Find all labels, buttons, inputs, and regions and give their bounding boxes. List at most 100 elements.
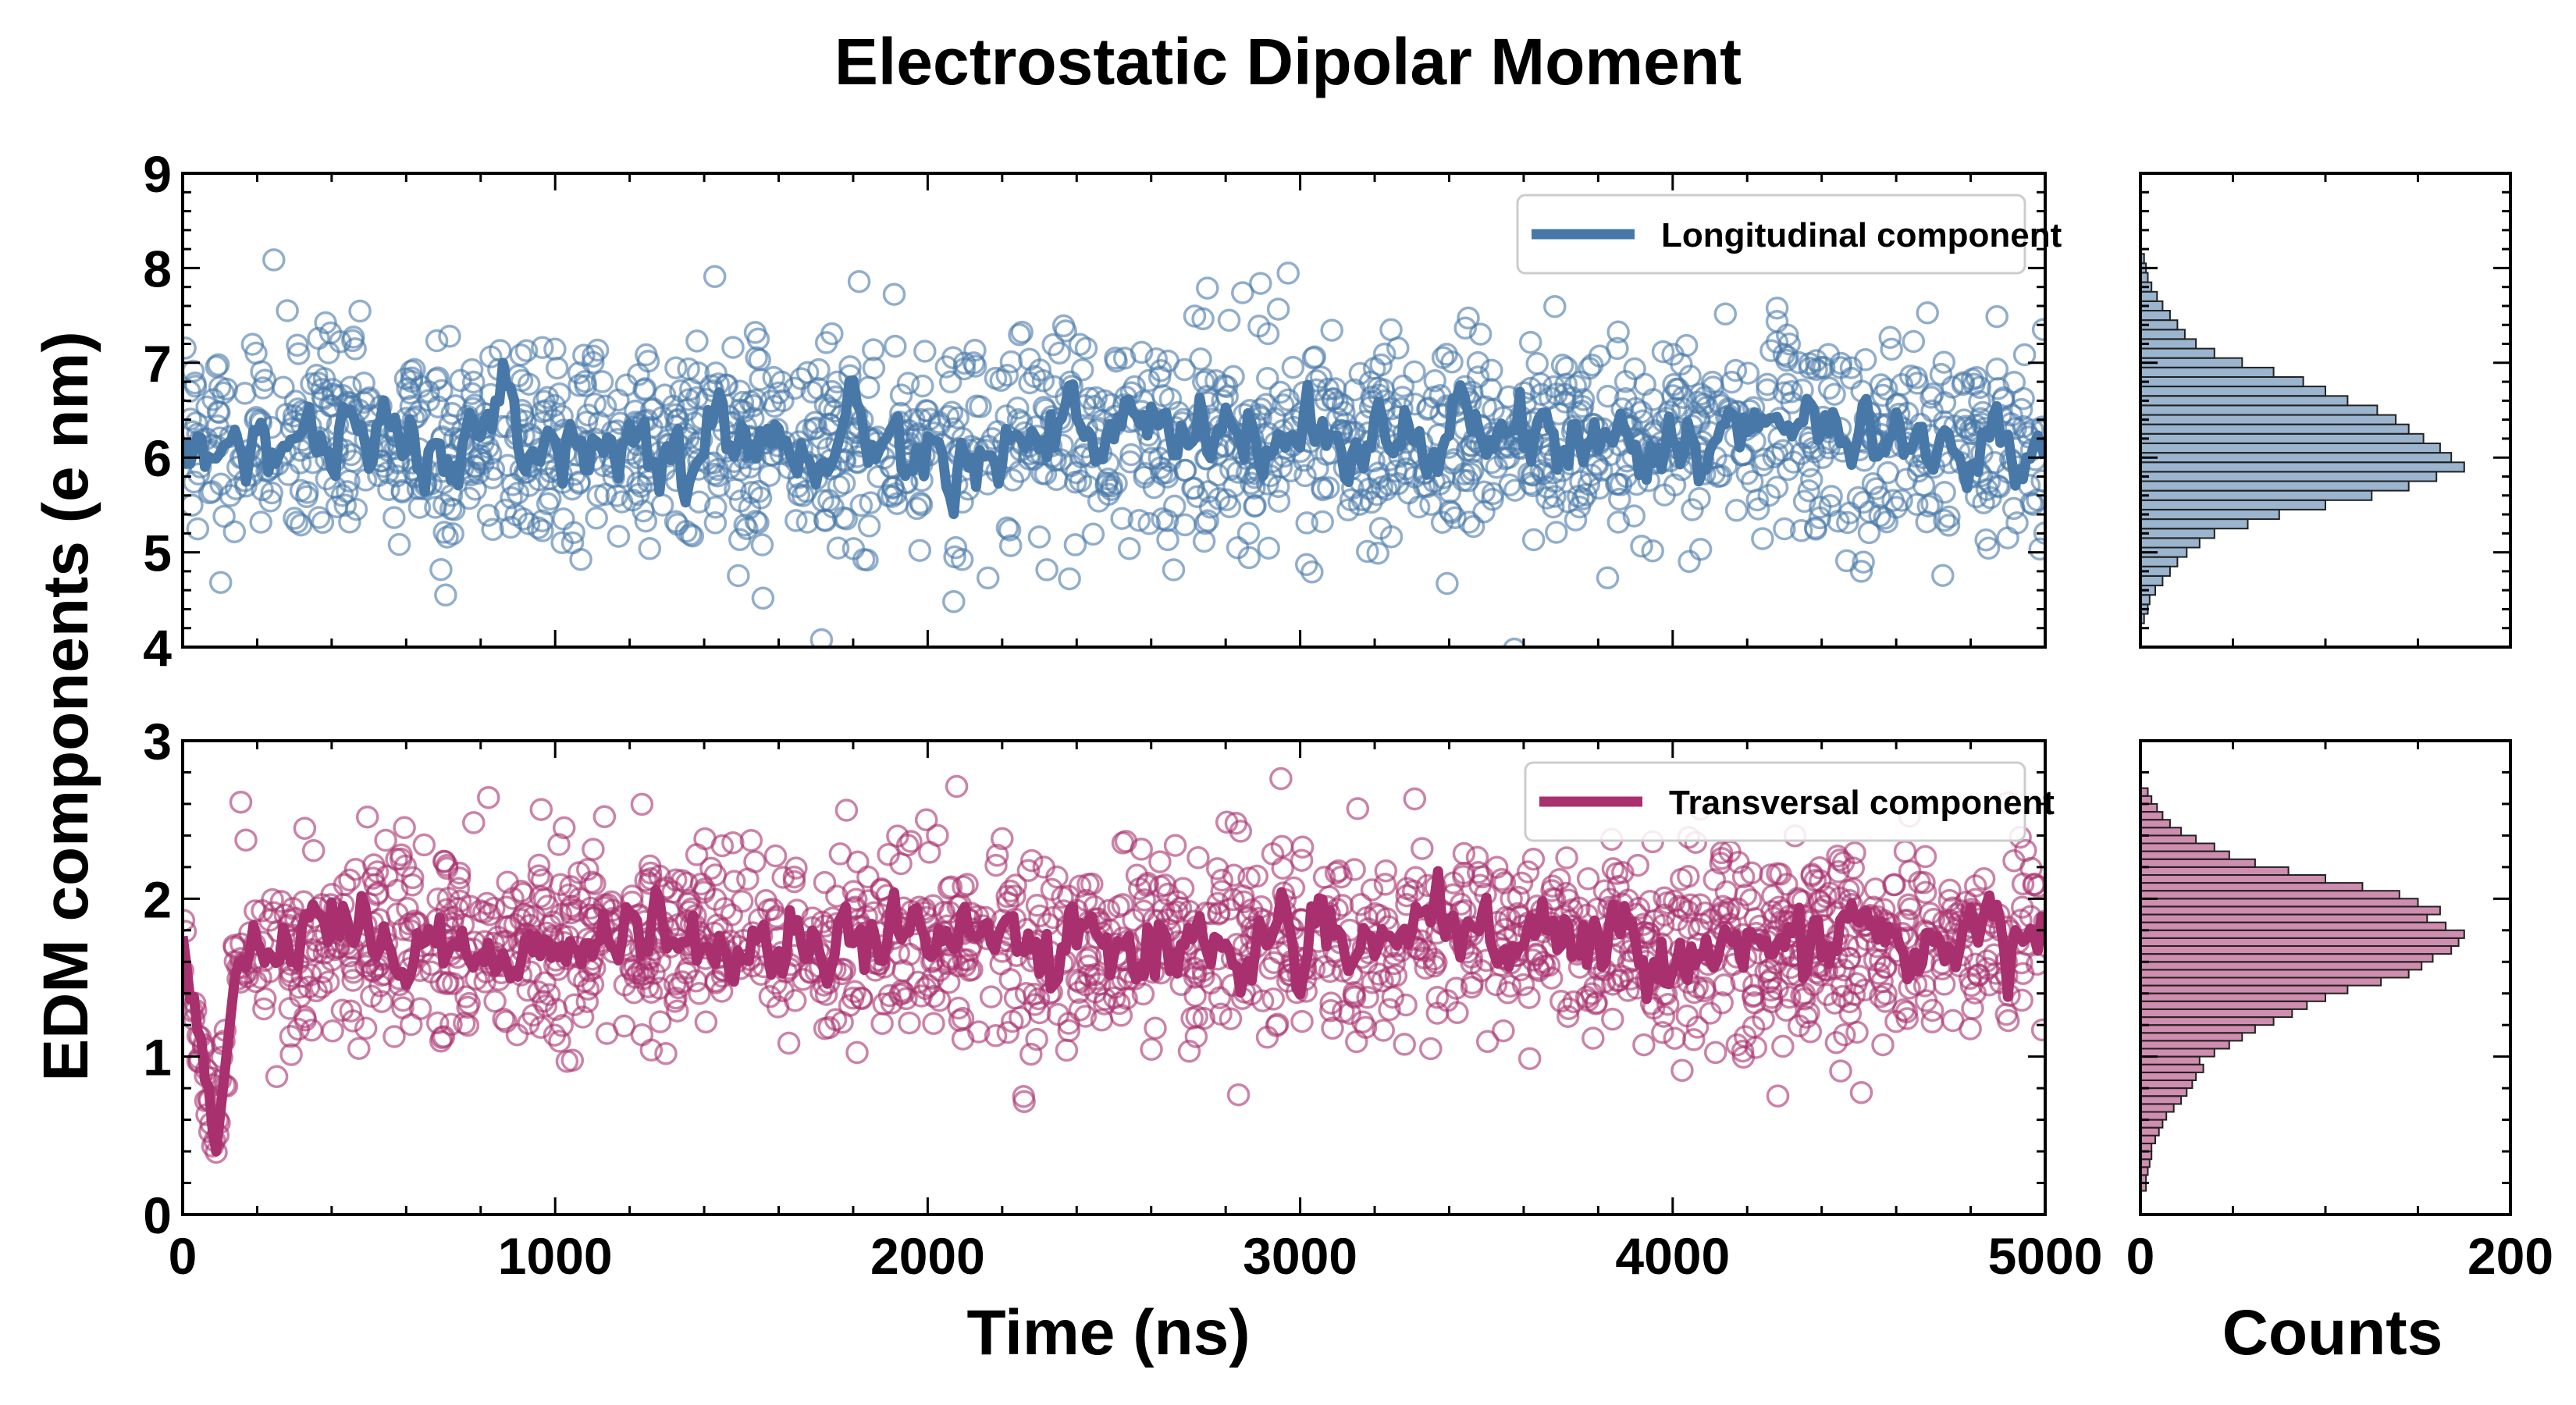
scatter-point bbox=[347, 1037, 371, 1060]
scatter-point bbox=[269, 890, 294, 913]
scatter-point bbox=[1516, 860, 1540, 884]
scatter-point bbox=[1678, 365, 1702, 388]
scatter-point bbox=[1985, 357, 2009, 381]
scatter-point bbox=[447, 866, 471, 890]
histogram-bar bbox=[2140, 528, 2215, 539]
scatter-point bbox=[1678, 550, 1701, 574]
scatter-point bbox=[927, 414, 952, 437]
scatter-point bbox=[336, 480, 359, 503]
scatter-point bbox=[942, 589, 966, 614]
histogram-bar bbox=[2140, 537, 2201, 549]
scatter-point bbox=[1799, 468, 1823, 492]
scatter-point bbox=[183, 493, 204, 517]
scatter-point bbox=[348, 299, 372, 323]
scatter-point bbox=[460, 382, 484, 405]
scatter-point bbox=[1019, 848, 1044, 873]
scatter-point bbox=[1425, 986, 1450, 1009]
scatter-point bbox=[563, 993, 586, 1016]
scatter-point bbox=[1632, 1033, 1656, 1057]
scatter-point bbox=[758, 984, 782, 1008]
scatter-point bbox=[1156, 528, 1179, 552]
scatter-point bbox=[926, 823, 949, 847]
scatter-point bbox=[909, 984, 934, 1008]
scatter-point bbox=[382, 1025, 406, 1048]
scatter-point bbox=[1976, 536, 2001, 560]
scatter-point bbox=[260, 481, 283, 505]
scatter-point bbox=[1765, 310, 1789, 333]
scatter-point bbox=[1975, 949, 1999, 973]
scatter-point bbox=[1158, 387, 1183, 411]
scatter-point bbox=[777, 1031, 801, 1055]
histogram-bar bbox=[2140, 842, 2215, 852]
scatter-point bbox=[809, 628, 834, 647]
scatter-point bbox=[1119, 443, 1143, 467]
scatter-point bbox=[1817, 376, 1841, 400]
histogram-bar bbox=[2140, 1055, 2201, 1065]
scatter-point bbox=[1531, 951, 1555, 974]
transversal-legend: Transversal component bbox=[1524, 761, 2055, 842]
scatter-point bbox=[1290, 848, 1314, 872]
scatter-point bbox=[754, 889, 777, 912]
scatter-point bbox=[1027, 525, 1051, 549]
scatter-point bbox=[1492, 1019, 1515, 1043]
scatter-point bbox=[337, 469, 361, 493]
scatter-point bbox=[1891, 998, 1916, 1022]
scatter-point bbox=[439, 1012, 463, 1037]
scatter-point bbox=[1873, 990, 1897, 1013]
scatter-point bbox=[1080, 872, 1104, 896]
scatter-point bbox=[703, 511, 728, 535]
scatter-point bbox=[1403, 392, 1427, 416]
scatter-point bbox=[1808, 856, 1831, 880]
scatter-point bbox=[913, 340, 937, 363]
scatter-point bbox=[1503, 637, 1526, 647]
scatter-point bbox=[425, 329, 449, 353]
scatter-point bbox=[1880, 337, 1903, 361]
scatter-point bbox=[1517, 986, 1541, 1009]
scatter-point bbox=[707, 474, 731, 498]
scatter-point bbox=[896, 372, 920, 395]
scatter-point bbox=[1249, 272, 1272, 295]
scatter-point bbox=[693, 827, 717, 851]
scatter-point bbox=[943, 545, 966, 569]
scatter-point bbox=[548, 1030, 571, 1053]
scatter-point bbox=[1751, 527, 1774, 550]
scatter-point bbox=[1320, 318, 1343, 342]
scatter-point bbox=[1582, 1026, 1605, 1050]
scatter-point bbox=[543, 337, 567, 361]
scatter-point bbox=[569, 547, 592, 571]
scatter-point bbox=[1440, 350, 1464, 374]
scatter-point bbox=[1624, 397, 1648, 421]
scatter-point bbox=[212, 504, 236, 528]
scatter-point bbox=[398, 381, 422, 405]
transversal-histogram-panel: 0 200 bbox=[2126, 739, 2553, 1285]
scatter-point bbox=[509, 879, 533, 903]
scatter-point bbox=[1545, 521, 1568, 544]
scatter-point bbox=[1269, 767, 1293, 791]
scatter-point bbox=[1345, 1030, 1368, 1054]
scatter-point bbox=[393, 816, 416, 840]
scatter-point bbox=[1622, 504, 1646, 528]
scatter-point bbox=[295, 485, 318, 509]
histogram-bar bbox=[2140, 423, 2410, 435]
scatter-point bbox=[1836, 510, 1859, 535]
scatter-point bbox=[387, 532, 411, 557]
y-axis-label: EDM components (e nm) bbox=[30, 331, 101, 1081]
scatter-point bbox=[1057, 1012, 1080, 1035]
scatter-point bbox=[1882, 873, 1905, 897]
scatter-point bbox=[552, 816, 576, 840]
scatter-point bbox=[430, 379, 454, 403]
scatter-point bbox=[1195, 368, 1219, 392]
scatter-point bbox=[1810, 446, 1834, 469]
scatter-point bbox=[1510, 871, 1534, 895]
scatter-point bbox=[1576, 867, 1600, 891]
scatter-point bbox=[311, 510, 335, 535]
scatter-point bbox=[905, 496, 929, 521]
scatter-point bbox=[1222, 474, 1246, 498]
y-tick-label: 2 bbox=[143, 870, 172, 928]
scatter-point bbox=[892, 981, 916, 1005]
scatter-point bbox=[859, 491, 882, 514]
scatter-point bbox=[1933, 480, 1956, 504]
scatter-point bbox=[1132, 899, 1155, 923]
scatter-point bbox=[183, 375, 208, 398]
scatter-point bbox=[1684, 404, 1708, 429]
